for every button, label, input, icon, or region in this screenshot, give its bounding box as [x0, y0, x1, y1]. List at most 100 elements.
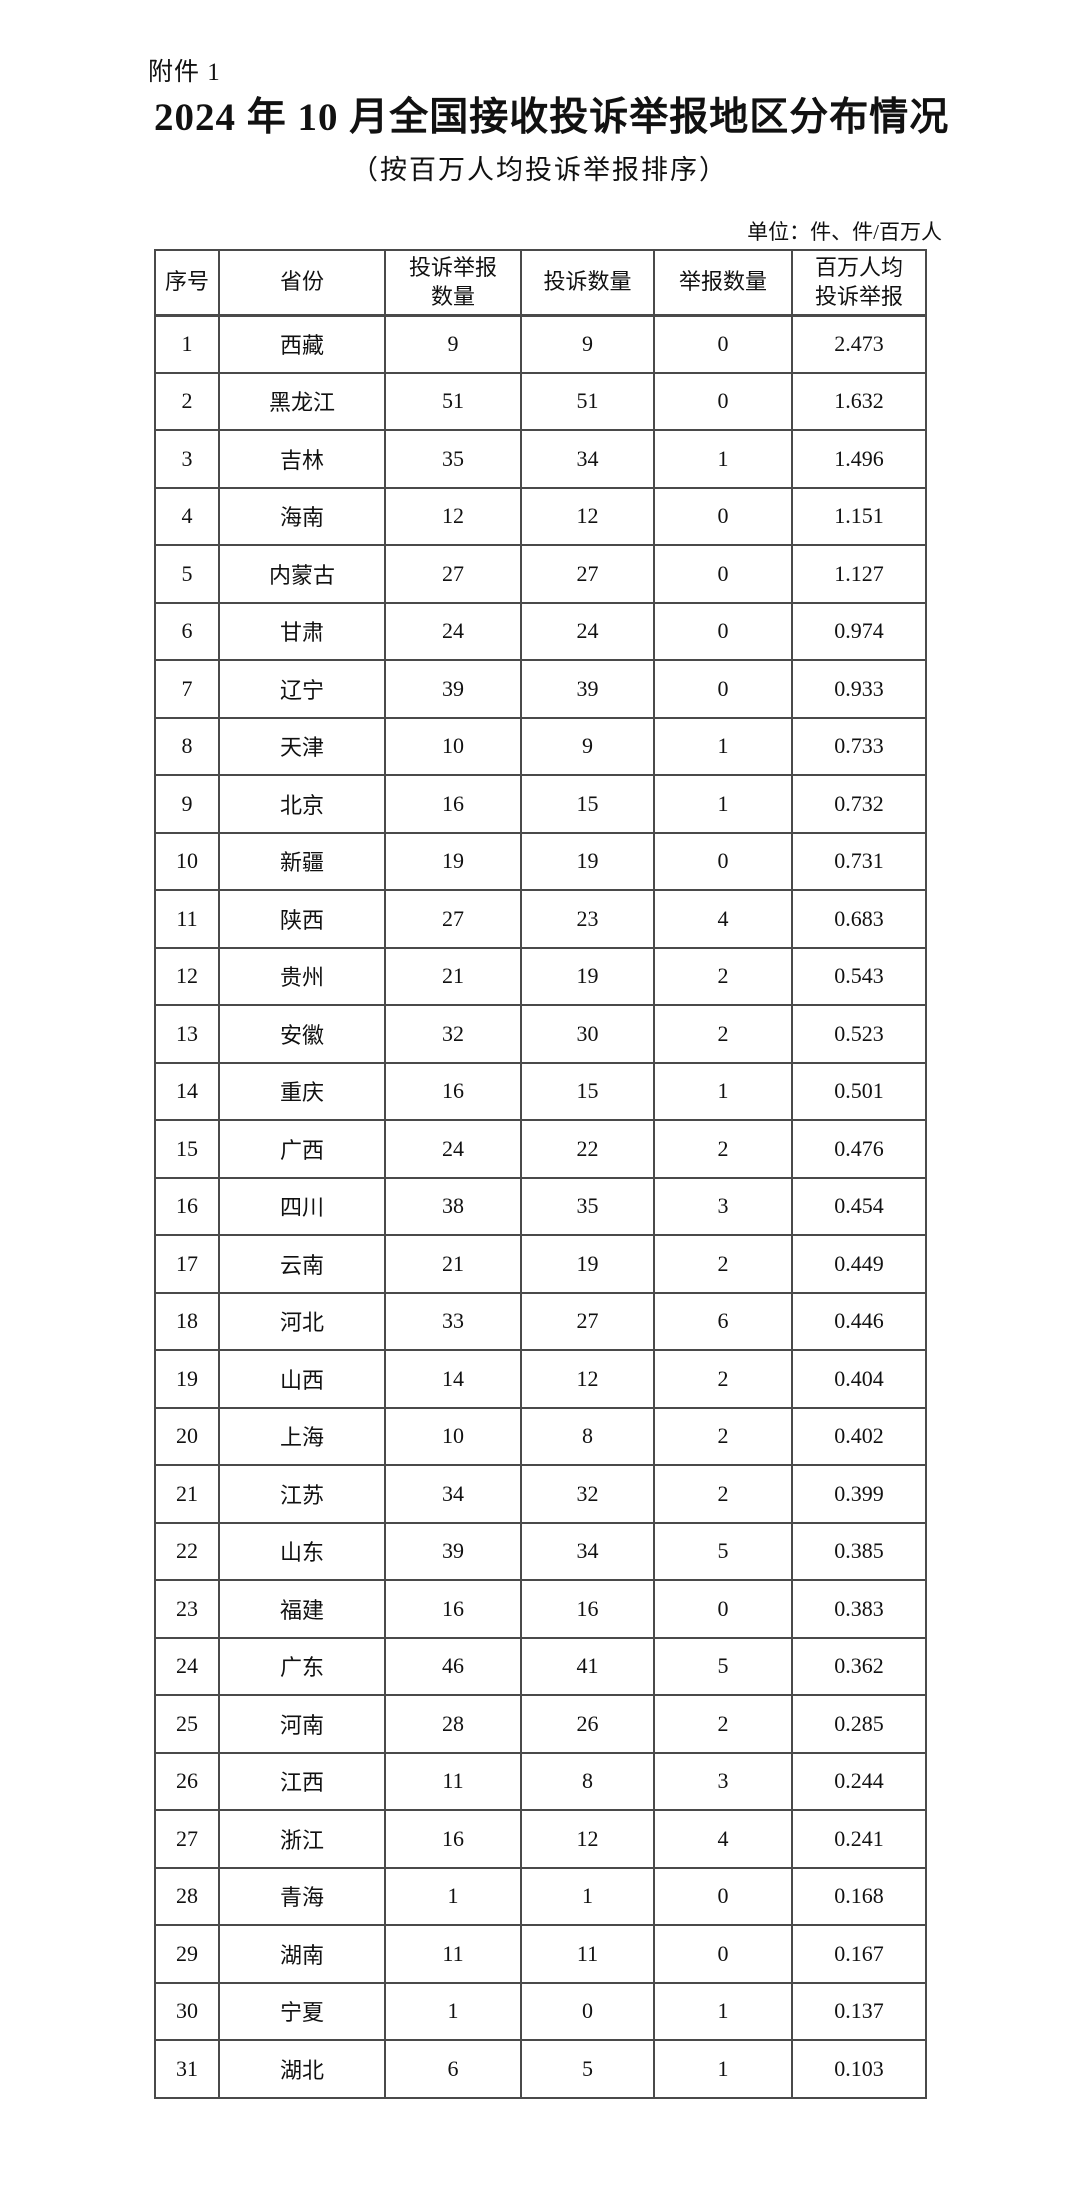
cell-complaints: 39: [520, 659, 655, 719]
cell-total: 10: [384, 716, 522, 776]
cell-province: 山西: [218, 1349, 386, 1409]
cell-reports: 2: [653, 1464, 793, 1524]
cell-province: 天津: [218, 716, 386, 776]
cell-complaints: 9: [520, 716, 655, 776]
cell-no: 27: [154, 1809, 220, 1869]
cell-complaints: 9: [520, 314, 655, 374]
cell-per_million: 0.974: [791, 601, 927, 661]
table-row: 18 河北 33 27 6 0.446: [154, 1291, 927, 1351]
cell-province: 吉林: [218, 429, 386, 489]
column-header: 举报数量: [653, 249, 793, 317]
cell-per_million: 0.732: [791, 774, 927, 834]
cell-no: 26: [154, 1751, 220, 1811]
table-row: 23 福建 16 16 0 0.383: [154, 1579, 927, 1639]
table-body: 1 西藏 9 9 0 2.473 2 黑龙江 51 51 0 1.632 3 吉林 35 34 1 1.496 4 海…: [154, 314, 927, 2099]
table-row: 15 广西 24 22 2 0.476: [154, 1119, 927, 1179]
cell-no: 2: [154, 371, 220, 431]
cell-per_million: 0.454: [791, 1176, 927, 1236]
cell-province: 江西: [218, 1751, 386, 1811]
distribution-table-wrap: 序号 省份 投诉举报 数量 投诉数量 举报数量 百万人均 投诉举报 1 西藏 9 9 0 2.473…: [154, 249, 927, 2099]
cell-per_million: 0.383: [791, 1579, 927, 1639]
cell-reports: 4: [653, 889, 793, 949]
cell-no: 4: [154, 486, 220, 546]
cell-reports: 2: [653, 946, 793, 1006]
cell-province: 青海: [218, 1866, 386, 1926]
cell-province: 湖南: [218, 1924, 386, 1984]
cell-complaints: 1: [520, 1866, 655, 1926]
cell-complaints: 16: [520, 1579, 655, 1639]
cell-complaints: 27: [520, 544, 655, 604]
attachment-label: 附件 1: [148, 59, 221, 86]
table-row: 16 四川 38 35 3 0.454: [154, 1176, 927, 1236]
table-row: 26 江西 11 8 3 0.244: [154, 1751, 927, 1811]
cell-per_million: 0.362: [791, 1636, 927, 1696]
cell-no: 7: [154, 659, 220, 719]
cell-total: 34: [384, 1464, 522, 1524]
cell-per_million: 0.137: [791, 1981, 927, 2041]
cell-complaints: 51: [520, 371, 655, 431]
cell-no: 17: [154, 1234, 220, 1294]
cell-no: 13: [154, 1004, 220, 1064]
cell-complaints: 8: [520, 1751, 655, 1811]
cell-reports: 1: [653, 1981, 793, 2041]
cell-reports: 2: [653, 1406, 793, 1466]
cell-per_million: 0.543: [791, 946, 927, 1006]
cell-no: 16: [154, 1176, 220, 1236]
cell-province: 陕西: [218, 889, 386, 949]
cell-total: 19: [384, 831, 522, 891]
cell-province: 上海: [218, 1406, 386, 1466]
cell-no: 3: [154, 429, 220, 489]
cell-total: 24: [384, 601, 522, 661]
cell-province: 北京: [218, 774, 386, 834]
table-row: 24 广东 46 41 5 0.362: [154, 1636, 927, 1696]
cell-reports: 0: [653, 544, 793, 604]
cell-total: 11: [384, 1751, 522, 1811]
cell-no: 18: [154, 1291, 220, 1351]
cell-per_million: 0.402: [791, 1406, 927, 1466]
table-row: 11 陕西 27 23 4 0.683: [154, 889, 927, 949]
cell-per_million: 0.244: [791, 1751, 927, 1811]
table-row: 2 黑龙江 51 51 0 1.632: [154, 371, 927, 431]
table-row: 14 重庆 16 15 1 0.501: [154, 1061, 927, 1121]
cell-reports: 2: [653, 1349, 793, 1409]
cell-reports: 0: [653, 1866, 793, 1926]
cell-per_million: 0.168: [791, 1866, 927, 1926]
cell-no: 8: [154, 716, 220, 776]
cell-province: 湖北: [218, 2039, 386, 2099]
table-header-row: 序号 省份 投诉举报 数量 投诉数量 举报数量 百万人均 投诉举报: [154, 249, 927, 317]
column-header: 投诉举报 数量: [384, 249, 522, 317]
table-row: 13 安徽 32 30 2 0.523: [154, 1004, 927, 1064]
column-header: 投诉数量: [520, 249, 655, 317]
cell-reports: 1: [653, 2039, 793, 2099]
table-row: 5 内蒙古 27 27 0 1.127: [154, 544, 927, 604]
cell-total: 27: [384, 544, 522, 604]
cell-complaints: 12: [520, 1809, 655, 1869]
cell-province: 黑龙江: [218, 371, 386, 431]
cell-reports: 0: [653, 601, 793, 661]
table-row: 8 天津 10 9 1 0.733: [154, 716, 927, 776]
page-title: 2024 年 10 月全国接收投诉举报地区分布情况: [154, 96, 950, 139]
cell-province: 内蒙古: [218, 544, 386, 604]
distribution-table: 序号 省份 投诉举报 数量 投诉数量 举报数量 百万人均 投诉举报 1 西藏 9 9 0 2.473…: [154, 249, 927, 2099]
cell-total: 6: [384, 2039, 522, 2099]
cell-province: 海南: [218, 486, 386, 546]
cell-complaints: 41: [520, 1636, 655, 1696]
cell-no: 24: [154, 1636, 220, 1696]
cell-complaints: 30: [520, 1004, 655, 1064]
table-row: 4 海南 12 12 0 1.151: [154, 486, 927, 546]
cell-total: 1: [384, 1981, 522, 2041]
cell-per_million: 0.446: [791, 1291, 927, 1351]
cell-total: 28: [384, 1694, 522, 1754]
cell-no: 10: [154, 831, 220, 891]
cell-reports: 0: [653, 1579, 793, 1639]
unit-note: 单位：件、件/百万人: [747, 220, 942, 244]
cell-total: 10: [384, 1406, 522, 1466]
cell-reports: 0: [653, 486, 793, 546]
table-row: 10 新疆 19 19 0 0.731: [154, 831, 927, 891]
cell-no: 31: [154, 2039, 220, 2099]
cell-reports: 2: [653, 1119, 793, 1179]
cell-reports: 4: [653, 1809, 793, 1869]
cell-total: 9: [384, 314, 522, 374]
cell-reports: 3: [653, 1176, 793, 1236]
cell-per_million: 0.523: [791, 1004, 927, 1064]
